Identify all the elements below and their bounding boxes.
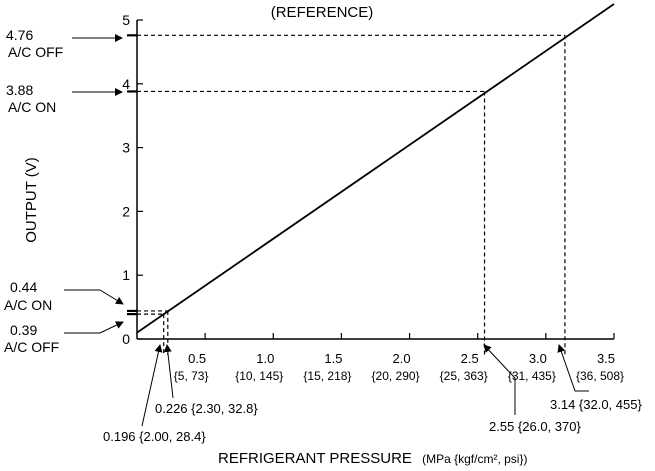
x-tick-label: 3.5 — [597, 351, 615, 366]
y-reference-value: 0.39 — [10, 322, 37, 338]
x-tick-sublabel: {25, 363} — [440, 369, 488, 383]
y-reference-state: A/C OFF — [4, 339, 59, 355]
x-axis-label: REFRIGERANT PRESSURE (MPa {kgf/cm², psi}… — [218, 450, 527, 467]
series — [136, 3, 615, 334]
y-tick-label: 4 — [122, 76, 130, 92]
x-tick-sublabel: {15, 218} — [303, 369, 351, 383]
y-tick-label: 5 — [122, 12, 130, 28]
y-reference-state: A/C OFF — [8, 44, 63, 60]
x-tick-label: 3.0 — [529, 351, 547, 366]
y-tick-label: 0 — [122, 331, 130, 347]
x-tick-sublabel: {36, 508} — [576, 369, 624, 383]
y-axis-label: OUTPUT (V) — [23, 157, 40, 243]
x-axis-label-main: REFRIGERANT PRESSURE — [218, 450, 412, 467]
x-tick-sublabel: {5, 73} — [174, 369, 209, 383]
y-reference-state: A/C ON — [4, 297, 52, 313]
y-reference-arrow — [64, 321, 124, 334]
x-tick-label: 0.5 — [188, 351, 206, 366]
x-reference-label: 3.14 {32.0, 455} — [550, 397, 642, 412]
y-reference-value: 0.44 — [10, 279, 37, 295]
axes — [136, 20, 614, 340]
x-axis-label-unit: (MPa {kgf/cm², psi}) — [422, 452, 527, 466]
y-reference-state: A/C ON — [8, 99, 56, 115]
y-reference-value: 3.88 — [6, 82, 33, 98]
x-reference-arrow — [163, 344, 174, 399]
x-reference-label: 0.226 {2.30, 32.8} — [155, 401, 258, 416]
reference-guides — [127, 34, 566, 355]
y-tick-label: 2 — [122, 203, 130, 219]
x-reference-arrow — [557, 344, 589, 392]
y-reference-arrow — [64, 289, 124, 305]
y-tick-label: 1 — [122, 267, 130, 283]
ticks: 0 1 2 3 4 5 0.5 {5, 73} 1.0 {10, 145} 1.5 {15, 218}… — [122, 12, 624, 383]
x-reference-label: 0.196 {2.00, 28.4} — [103, 429, 206, 444]
y-reference-value: 4.76 — [6, 27, 33, 43]
x-tick-label: 2.5 — [461, 351, 479, 366]
y-tick-label: 3 — [122, 140, 130, 156]
series-line — [136, 3, 615, 334]
chart-title: (REFERENCE) — [271, 4, 374, 21]
x-reference-label: 2.55 {26.0, 370} — [489, 419, 581, 434]
x-tick-label: 1.0 — [256, 351, 274, 366]
x-tick-sublabel: {10, 145} — [235, 369, 283, 383]
x-tick-label: 1.5 — [324, 351, 342, 366]
x-tick-sublabel: {20, 290} — [372, 369, 420, 383]
x-tick-sublabel: {31, 435} — [508, 369, 556, 383]
x-reference-arrow — [483, 344, 516, 415]
x-reference-arrow — [141, 344, 163, 427]
x-tick-label: 2.0 — [393, 351, 411, 366]
